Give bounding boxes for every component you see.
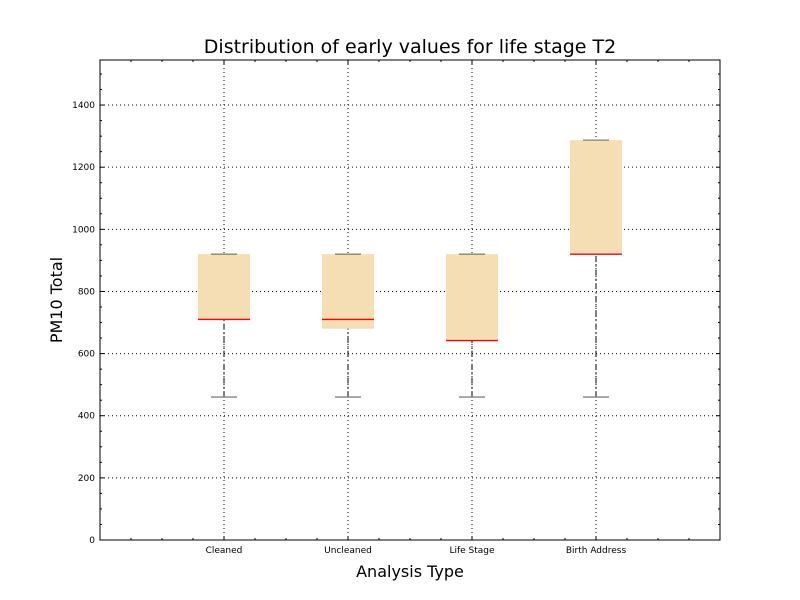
- y-tick-label: 1400: [72, 101, 95, 111]
- box-life-stage: [446, 253, 498, 398]
- x-tick-label: Life Stage: [449, 546, 495, 556]
- y-tick-label: 600: [78, 350, 95, 360]
- y-tick-label: 800: [78, 287, 95, 297]
- box-cleaned: [198, 253, 250, 398]
- box-iqr: [446, 254, 498, 341]
- x-axis-label: Analysis Type: [356, 562, 464, 581]
- y-tick-label: 400: [78, 412, 95, 422]
- box-iqr: [322, 254, 374, 329]
- box-iqr: [198, 254, 250, 320]
- x-tick-label: Birth Address: [566, 546, 627, 556]
- grid-lines: [100, 60, 720, 540]
- y-tick-label: 1000: [72, 225, 95, 235]
- box-iqr: [570, 140, 622, 255]
- box-birth-address: [570, 139, 622, 398]
- y-tick-label: 1200: [72, 163, 95, 173]
- axis-ticks: 0 200 400 600 800 1000 1200 1400 Cleaned Uncleane…: [72, 60, 720, 556]
- plot-area-frame: [99, 59, 721, 541]
- x-tick-label: Uncleaned: [324, 546, 372, 556]
- y-tick-label: 200: [78, 474, 95, 484]
- x-tick-label: Cleaned: [206, 546, 243, 556]
- box-series: [198, 139, 622, 398]
- y-axis-label: PM10 Total: [47, 257, 66, 343]
- y-tick-label: 0: [89, 536, 95, 546]
- box-uncleaned: [322, 253, 374, 398]
- chart-title: Distribution of early values for life st…: [204, 36, 616, 58]
